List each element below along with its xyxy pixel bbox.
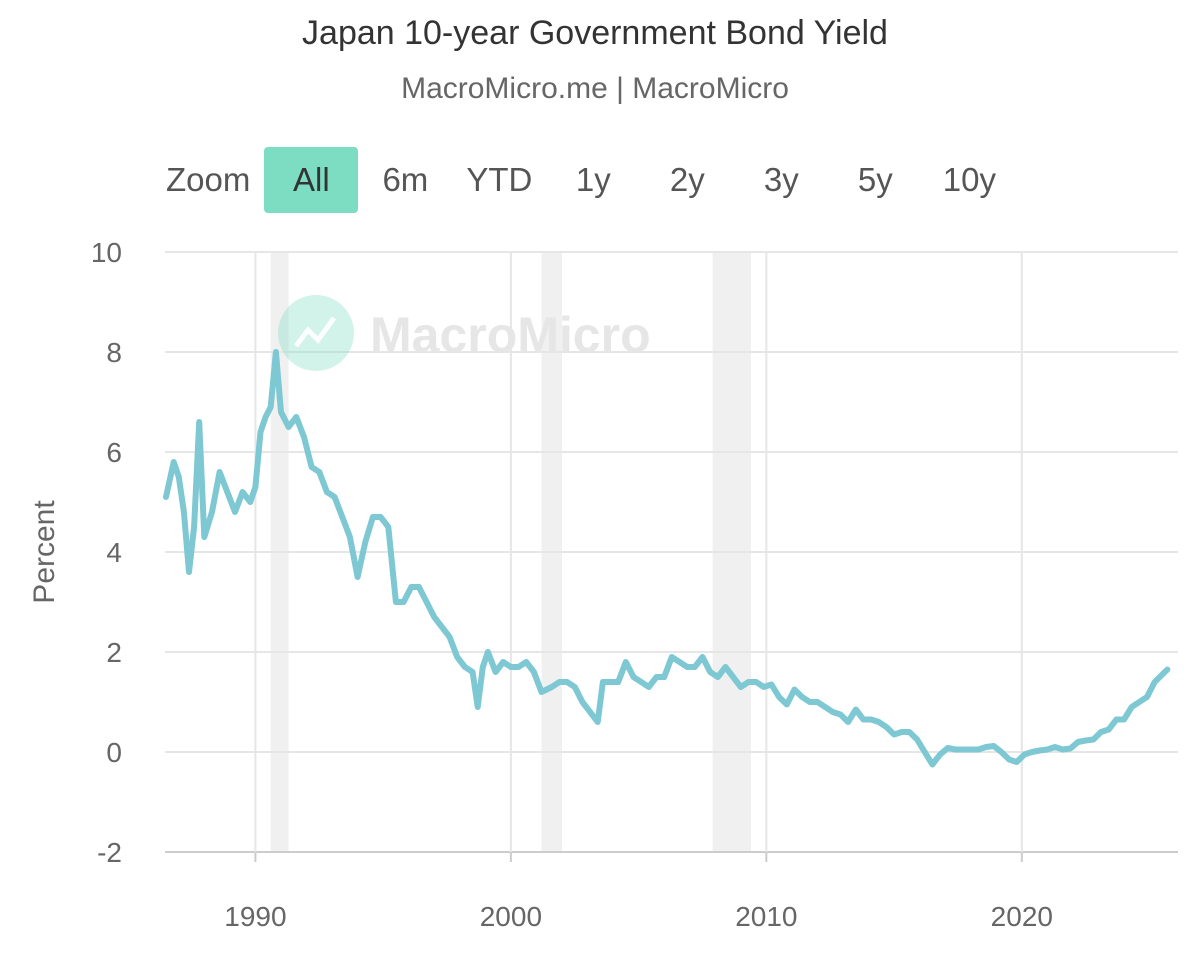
grid-lines <box>165 251 1178 853</box>
watermark-text: MacroMicro <box>370 307 651 363</box>
y-axis-ticks: 10 8 6 4 2 0 -2 <box>91 237 122 868</box>
zoom-label: Zoom <box>166 161 251 198</box>
zoom-1y-button[interactable]: 1y <box>575 161 611 198</box>
y-tick-label: 4 <box>106 537 122 568</box>
zoom-5y-button[interactable]: 5y <box>857 161 893 198</box>
y-axis-label: Percent <box>28 500 61 604</box>
yield-series-line <box>163 349 1171 768</box>
y-tick-label: 2 <box>106 637 122 668</box>
chart-subtitle: MacroMicro.me | MacroMicro <box>401 72 789 105</box>
zoom-3y-button[interactable]: 3y <box>763 161 799 198</box>
y-tick-label: 8 <box>106 337 122 368</box>
zoom-bar: Zoom All 6m YTD 1y 2y 3y 5y 10y <box>166 147 1016 213</box>
x-axis-ticks: 1990 2000 2010 2020 <box>224 852 1053 932</box>
x-tick-label: 2000 <box>480 901 542 932</box>
chart-title: Japan 10-year Government Bond Yield <box>302 14 888 52</box>
y-tick-label: 0 <box>106 737 122 768</box>
zoom-all-button[interactable]: All <box>264 147 359 213</box>
y-tick-label: 6 <box>106 437 122 468</box>
watermark: MacroMicro <box>278 295 651 371</box>
zoom-2y-button[interactable]: 2y <box>669 161 705 198</box>
x-tick-label: 2010 <box>735 901 797 932</box>
x-tick-label: 1990 <box>224 901 286 932</box>
y-tick-label: -2 <box>97 837 122 868</box>
zoom-6m-button[interactable]: 6m <box>382 161 429 198</box>
y-tick-label: 10 <box>91 237 122 268</box>
zoom-10y-button[interactable]: 10y <box>942 161 996 198</box>
zoom-ytd-button[interactable]: YTD <box>466 161 533 198</box>
x-tick-label: 2020 <box>991 901 1053 932</box>
chart-trend-icon <box>278 295 354 371</box>
